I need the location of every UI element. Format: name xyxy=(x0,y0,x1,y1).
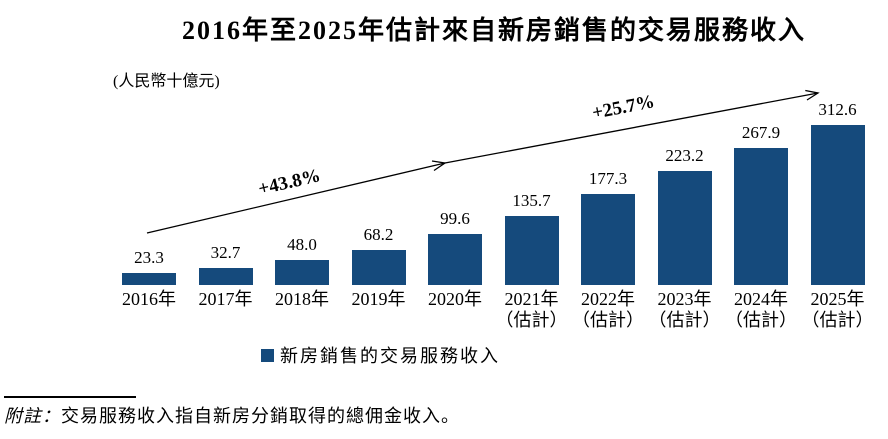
bar-value-label: 223.2 xyxy=(665,146,704,165)
chart-title: 2016年至2025年估計來自新房銷售的交易服務收入 xyxy=(181,16,806,45)
bar-value-label: 99.6 xyxy=(440,209,470,228)
x-axis-label: 2023年 （估計） xyxy=(648,289,721,330)
legend: 新房銷售的交易服務收入 xyxy=(261,342,500,368)
bar xyxy=(657,171,712,285)
axis-unit-label: (人民幣十億元) xyxy=(113,73,220,90)
x-axis-label: 2018年 xyxy=(275,289,329,309)
x-axis-label: 2020年 xyxy=(428,289,482,309)
x-axis-label: 2025年 （估計） xyxy=(801,289,874,330)
bar xyxy=(734,148,788,285)
x-axis-label: 2021年 （估計） xyxy=(495,289,568,330)
bar-value-label: 23.3 xyxy=(134,248,164,267)
bar-value-label: 177.3 xyxy=(588,169,628,188)
bar xyxy=(351,250,406,285)
bar xyxy=(198,268,253,285)
x-axis-label: 2022年 （估計） xyxy=(572,289,644,330)
footnote-divider xyxy=(4,396,136,398)
x-axis-label: 2017年 xyxy=(198,289,253,309)
bar xyxy=(504,216,559,285)
bar xyxy=(428,234,482,285)
bar xyxy=(581,194,635,285)
bar xyxy=(275,260,329,285)
footnote-label: 附註： xyxy=(4,406,61,426)
x-axis-label: 2016年 xyxy=(122,289,176,309)
bar-value-label: 32.7 xyxy=(210,243,241,262)
bar xyxy=(122,273,176,285)
footnote: 附註：交易服務收入指自新房分銷取得的總佣金收入。 xyxy=(4,402,460,428)
bar-value-label: 48.0 xyxy=(287,235,317,254)
x-axis-label: 2024年 （估計） xyxy=(725,289,797,330)
footnote-text: 交易服務收入指自新房分銷取得的總佣金收入。 xyxy=(61,406,460,426)
bar-value-label: 267.9 xyxy=(741,123,781,142)
legend-swatch-icon xyxy=(261,348,274,362)
bar xyxy=(810,125,865,285)
bar-value-label: 312.6 xyxy=(818,100,857,119)
bar-value-label: 68.2 xyxy=(363,225,394,244)
legend-label: 新房銷售的交易服務收入 xyxy=(280,346,500,366)
bar-value-label: 135.7 xyxy=(512,191,551,210)
x-axis-label: 2019年 xyxy=(351,289,406,309)
